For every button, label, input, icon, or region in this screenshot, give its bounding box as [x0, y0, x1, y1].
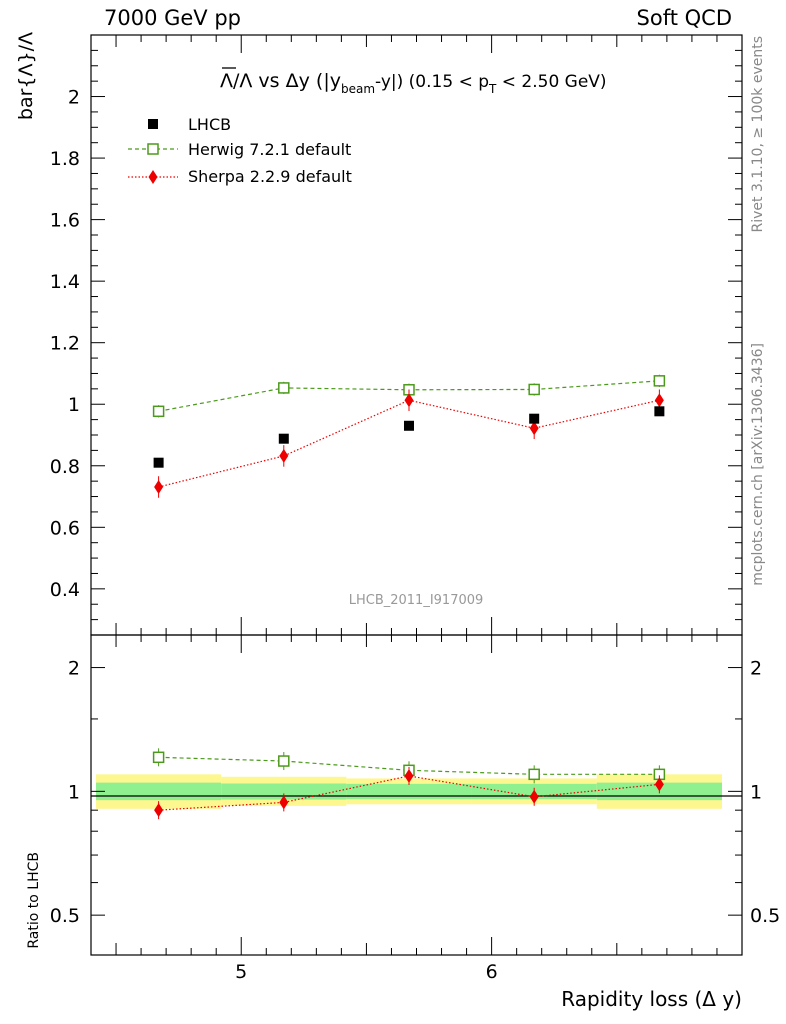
header-left: 7000 GeV pp — [104, 6, 242, 30]
point-herwig — [653, 375, 666, 387]
ratio-y-tick-label: 2 — [68, 658, 80, 680]
analysis-watermark: LHCB_2011_I917009 — [349, 593, 484, 608]
point-lhcb — [529, 413, 540, 424]
ratio-y-tick-label-right: 2 — [750, 658, 762, 680]
point-sherpa — [404, 393, 414, 408]
y-axis-label: bar{Λ}/Λ — [15, 32, 37, 120]
title-suffix: < 2.50 GeV) — [496, 72, 606, 92]
point-lhcb — [153, 457, 164, 468]
ratio-y-tick-label-right: 1 — [750, 781, 762, 803]
x-tick-label: 5 — [235, 961, 247, 983]
title-t-subscript: T — [488, 82, 497, 96]
ratio-y-tick-label: 1 — [68, 781, 80, 803]
axes: 0.4 0.6 0.8 1 1.2 1.4 1.6 1.8 2 0.5 0.5 1 1 2 2 5 6 — [50, 34, 780, 983]
point-herwig — [278, 382, 290, 394]
ratio-band-inner — [346, 783, 472, 800]
title-mid: -y|) (0.15 < p — [375, 72, 489, 92]
ratio-point-herwig — [152, 751, 165, 764]
point-lhcb — [654, 406, 665, 417]
point-sherpa — [529, 421, 539, 436]
point-herwig — [152, 405, 165, 418]
y-tick-label: 0.6 — [50, 517, 80, 539]
y-tick-label: 1.6 — [50, 210, 80, 232]
rivet-label: Rivet 3.1.10, ≥ 100k events — [750, 36, 766, 233]
series-layer — [152, 374, 666, 820]
legend-marker-lhcb — [148, 119, 158, 129]
point-sherpa — [154, 480, 164, 494]
y-tick-label: 0.8 — [50, 456, 80, 478]
y-tick-label: 1.4 — [50, 271, 80, 293]
point-herwig — [528, 383, 540, 396]
y-tick-label: 2 — [68, 87, 80, 109]
ratio-band-inner — [96, 782, 222, 801]
point-lhcb — [403, 420, 414, 431]
title-prefix: Λ/Λ vs Δy (|y — [220, 70, 341, 92]
y-tick-label: 1 — [68, 394, 80, 416]
point-lhcb — [278, 433, 289, 444]
legend: LHCB Herwig 7.2.1 default Sherpa 2.2.9 d… — [128, 115, 352, 186]
legend-marker-herwig — [147, 143, 159, 155]
legend-label-lhcb: LHCB — [188, 115, 231, 134]
ratio-point-sherpa — [154, 803, 164, 818]
ratio-point-herwig — [528, 768, 540, 781]
chart-title: Λ/Λ vs Δy (|ybeam-y|) (0.15 < pT < 2.50 … — [220, 67, 607, 96]
ratio-point-herwig — [278, 755, 290, 767]
header-right: Soft QCD — [636, 6, 732, 30]
series-line-sherpa — [158, 399, 660, 488]
mcplots-label: mcplots.cern.ch [arXiv:1306.3436] — [750, 343, 766, 586]
y-tick-label: 0.4 — [50, 579, 80, 601]
legend-label-herwig: Herwig 7.2.1 default — [188, 140, 351, 159]
legend-label-sherpa: Sherpa 2.2.9 default — [188, 167, 352, 186]
ratio-point-sherpa — [654, 777, 664, 792]
y-tick-label: 1.8 — [50, 148, 80, 170]
ratio-point-sherpa — [404, 768, 414, 783]
ratio-y-axis-label: Ratio to LHCB — [26, 852, 42, 949]
legend-marker-sherpa — [148, 170, 158, 184]
point-sherpa — [654, 393, 664, 408]
ratio-point-sherpa — [279, 795, 289, 810]
y-tick-label: 1.2 — [50, 333, 80, 355]
title-beam-subscript: beam — [341, 82, 375, 96]
x-tick-label: 6 — [486, 961, 498, 983]
ratio-point-sherpa — [529, 789, 539, 804]
ratio-y-tick-label: 0.5 — [50, 905, 80, 927]
point-sherpa — [279, 448, 289, 463]
x-axis-label: Rapidity loss (Δ y) — [561, 987, 742, 1011]
ratio-y-tick-label-right: 0.5 — [750, 905, 780, 927]
title-text: Λ/Λ vs Δy (|ybeam-y|) (0.15 < pT < 2.50 … — [220, 70, 607, 96]
